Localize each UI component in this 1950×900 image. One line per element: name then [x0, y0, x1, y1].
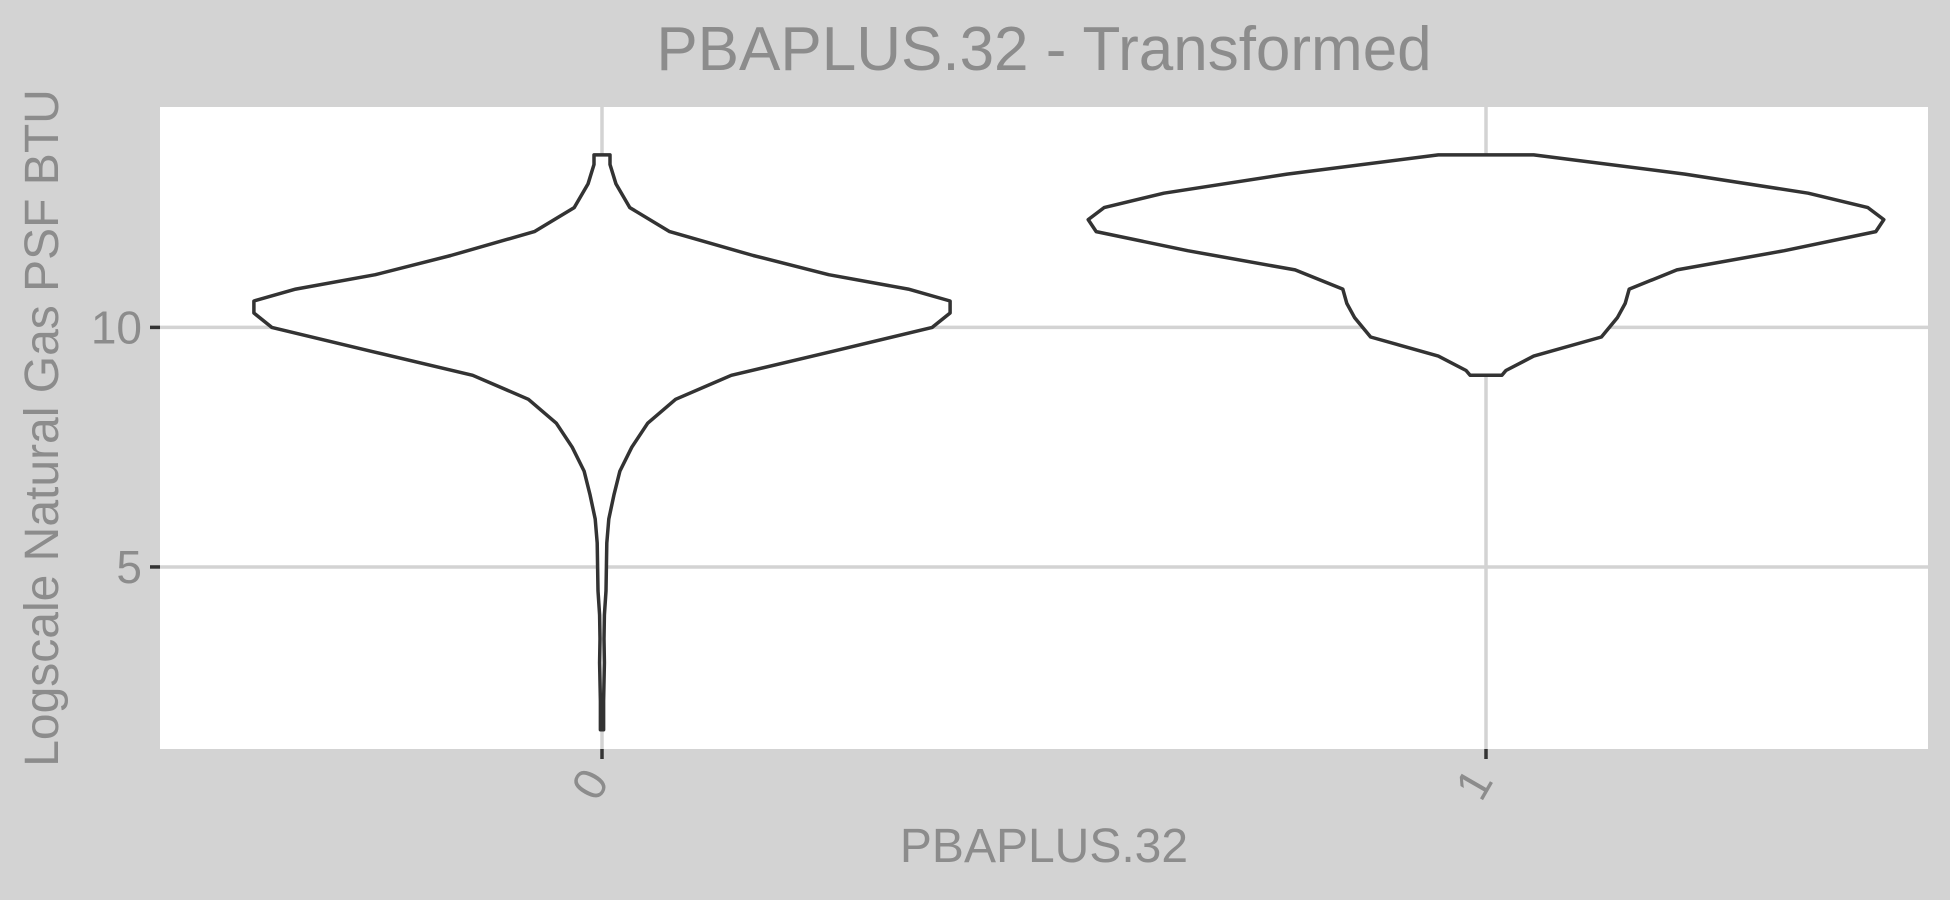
chart-title: PBAPLUS.32 - Transformed	[656, 15, 1431, 84]
violin-1	[1086, 153, 1886, 378]
y-tick-label: 10	[91, 301, 142, 353]
y-tick-label: 5	[116, 541, 142, 593]
x-axis-label: PBAPLUS.32	[900, 820, 1188, 873]
violin-layer	[252, 153, 1886, 732]
violin-0	[252, 153, 952, 732]
y-axis-label: Logscale Natural Gas PSF BTU	[16, 89, 69, 767]
